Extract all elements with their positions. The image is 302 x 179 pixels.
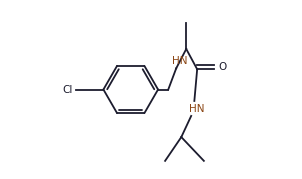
Text: HN: HN <box>172 56 187 66</box>
Text: O: O <box>218 62 226 72</box>
Text: HN: HN <box>189 104 205 114</box>
Text: Cl: Cl <box>62 84 72 95</box>
